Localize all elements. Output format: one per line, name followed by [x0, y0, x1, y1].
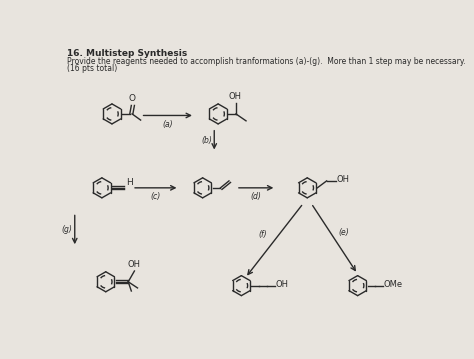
Text: OH: OH	[275, 280, 289, 289]
Text: Provide the reagents needed to accomplish tranformations (a)-(g).  More than 1 s: Provide the reagents needed to accomplis…	[67, 57, 465, 66]
Text: (e): (e)	[338, 228, 349, 237]
Text: O: O	[128, 94, 136, 103]
Text: 16. Multistep Synthesis: 16. Multistep Synthesis	[67, 49, 187, 58]
Text: OMe: OMe	[384, 280, 403, 289]
Text: (16 pts total): (16 pts total)	[67, 64, 117, 73]
Text: H: H	[126, 178, 133, 187]
Text: (g): (g)	[62, 225, 73, 234]
Text: OH: OH	[228, 92, 242, 101]
Text: (f): (f)	[258, 230, 267, 239]
Text: (d): (d)	[251, 192, 262, 201]
Text: OH: OH	[337, 175, 350, 184]
Text: (b): (b)	[201, 136, 212, 145]
Text: (c): (c)	[151, 192, 161, 201]
Text: OH: OH	[128, 260, 141, 269]
Text: (a): (a)	[163, 120, 173, 129]
